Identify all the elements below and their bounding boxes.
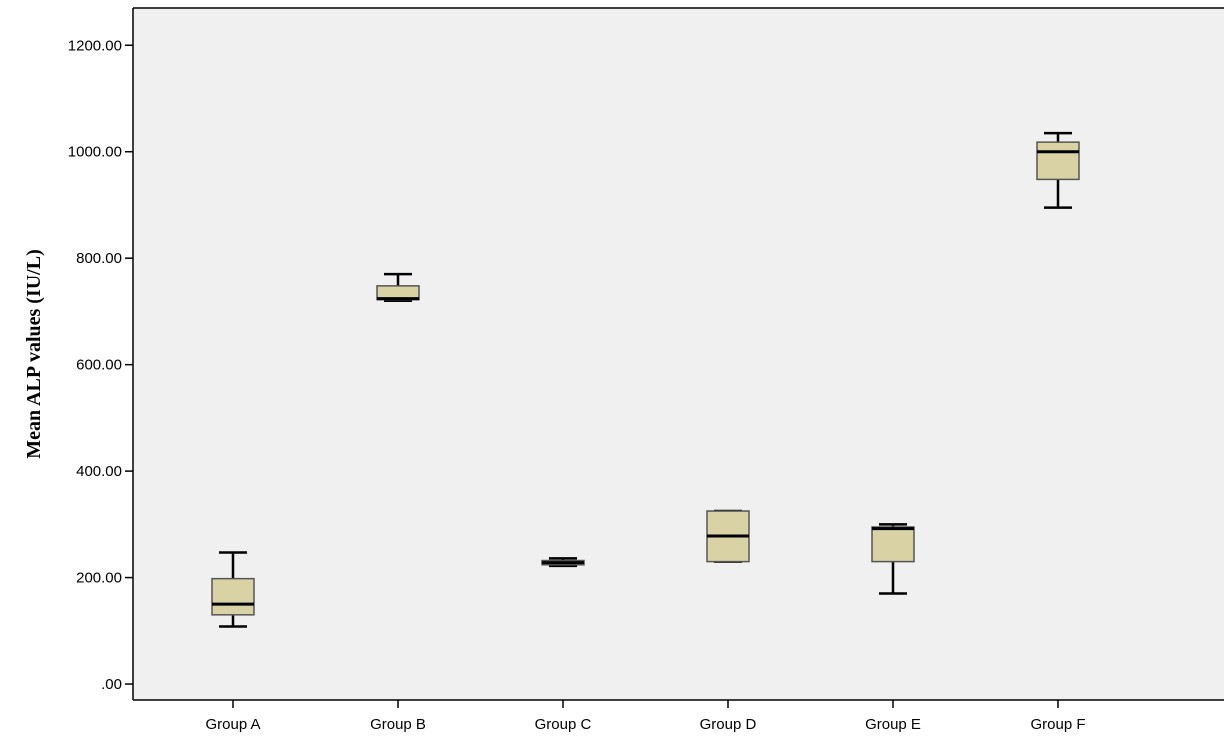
x-tick-label: Group A bbox=[205, 716, 260, 733]
box-group-f bbox=[1036, 131, 1080, 209]
x-tick-label: Group B bbox=[370, 716, 426, 733]
y-tick-label: 600.00 bbox=[76, 357, 122, 374]
x-tick-label: Group E bbox=[865, 716, 921, 733]
box-group-d bbox=[706, 509, 750, 563]
box-group-a bbox=[211, 551, 255, 628]
y-axis-label: Mean ALP values (IU/L) bbox=[23, 249, 45, 458]
x-tick-label: Group C bbox=[535, 716, 592, 733]
y-tick-label: .00 bbox=[101, 676, 122, 693]
x-axis: Group A Group B Group C Group D Group E Group… bbox=[133, 699, 1224, 733]
iqr-box bbox=[211, 577, 255, 616]
y-tick-label: 1000.00 bbox=[68, 144, 122, 161]
iqr-box bbox=[1036, 141, 1080, 181]
y-tick-label: 400.00 bbox=[76, 463, 122, 480]
iqr-box bbox=[871, 526, 915, 563]
y-axis: .00 200.00 400.00 600.00 800.00 1000.00 1200.0… bbox=[68, 7, 1224, 700]
x-tick-label: Group D bbox=[700, 716, 757, 733]
y-tick-label: 200.00 bbox=[76, 570, 122, 587]
y-tick-label: 1200.00 bbox=[68, 37, 122, 54]
x-tick-label: Group F bbox=[1030, 716, 1085, 733]
boxes bbox=[211, 131, 1080, 628]
box-group-b bbox=[376, 272, 420, 303]
box-group-c bbox=[541, 557, 585, 568]
plot-area bbox=[133, 8, 1224, 700]
y-tick-label: 800.00 bbox=[76, 250, 122, 267]
box-group-e bbox=[871, 523, 915, 595]
